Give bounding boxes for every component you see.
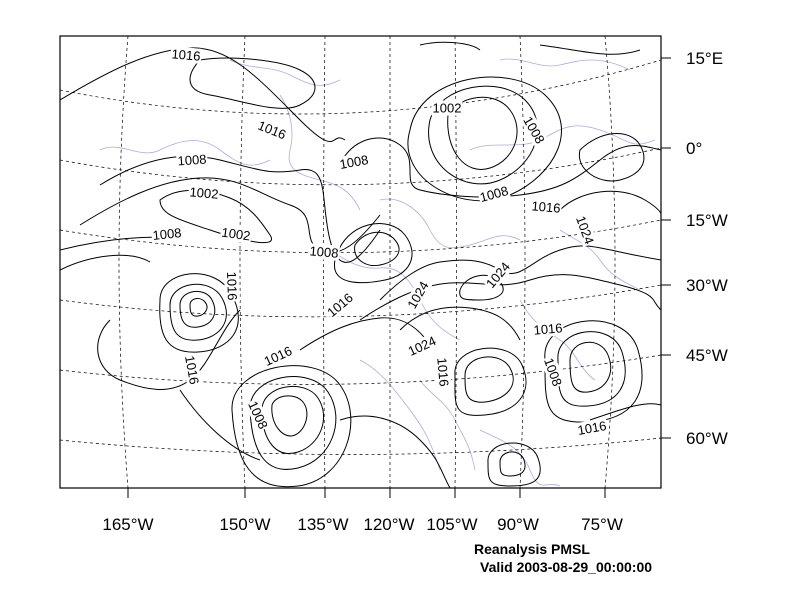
svg-text:1008: 1008 (309, 243, 339, 260)
svg-text:1008: 1008 (338, 152, 369, 172)
svg-text:1024: 1024 (406, 333, 439, 359)
contour-label: 1016 (254, 117, 290, 143)
contour-label: 1016 (223, 270, 241, 302)
contour-label: 1008 (477, 182, 511, 206)
x-tick-label: 135°W (297, 515, 348, 534)
svg-text:1016: 1016 (533, 320, 563, 337)
x-tick-label: 165°W (102, 515, 153, 534)
svg-text:1016: 1016 (182, 354, 202, 385)
svg-text:1008: 1008 (152, 225, 182, 243)
contour-label: 1016 (529, 198, 563, 216)
svg-text:1008: 1008 (478, 183, 510, 205)
contour-label: 1002 (187, 184, 221, 202)
svg-text:1016: 1016 (531, 198, 561, 215)
x-tick-label: 105°W (426, 515, 477, 534)
y-tick-label: 15°E (686, 49, 723, 68)
valid-time-label: Valid 2003-08-29_00:00:00 (480, 559, 653, 575)
contour-label: 1016 (434, 355, 452, 389)
graticule (60, 36, 661, 488)
svg-text:1002: 1002 (433, 101, 462, 116)
product-label: Reanalysis PMSL (474, 541, 590, 557)
svg-text:1016: 1016 (434, 357, 451, 387)
contour-label: 1024 (403, 277, 433, 313)
svg-text:1008: 1008 (177, 152, 207, 169)
svg-text:1024: 1024 (573, 214, 597, 246)
x-tick-label: 120°W (363, 515, 414, 534)
y-tick-label: 30°W (686, 276, 728, 295)
svg-text:1002: 1002 (189, 184, 219, 201)
isobars (60, 41, 661, 488)
contour-label: 1024 (482, 258, 514, 292)
svg-text:1016: 1016 (262, 343, 295, 369)
contour-label: 1008 (307, 243, 341, 261)
contour-label: 1008 (519, 112, 549, 148)
contour-label: 1002 (219, 224, 253, 244)
y-axis (661, 57, 671, 439)
svg-text:1016: 1016 (224, 271, 240, 300)
contour-labels: 1016 1016 1008 1002 1008 1002 1002 1008 … (150, 46, 609, 439)
svg-text:1016: 1016 (171, 46, 201, 63)
y-tick-label: 45°W (686, 346, 728, 365)
contour-label: 1024 (572, 212, 598, 248)
contour-label: 1016 (169, 46, 203, 64)
x-axis-labels: 165°W 150°W 135°W 120°W 105°W 90°W 75°W (102, 515, 622, 534)
x-tick-label: 150°W (219, 515, 270, 534)
contour-label: 1016 (575, 417, 609, 439)
coastlines (99, 58, 656, 487)
x-tick-label: 90°W (497, 515, 539, 534)
y-tick-label: 0° (686, 139, 702, 158)
x-tick-label: 75°W (581, 515, 623, 534)
x-axis (127, 488, 606, 498)
contour-label: 1016 (181, 353, 203, 387)
y-tick-label: 60°W (686, 429, 728, 448)
map-frame (59, 35, 662, 489)
contour-label: 1016 (531, 320, 565, 338)
svg-text:1016: 1016 (256, 118, 288, 143)
y-axis-labels: 15°E 0° 15°W 30°W 45°W 60°W (686, 49, 728, 448)
contour-label: 1008 (150, 224, 184, 244)
contour-label: 1016 (323, 289, 357, 321)
contour-label: 1024 (404, 332, 440, 360)
svg-text:1002: 1002 (221, 225, 252, 244)
svg-text:1016: 1016 (576, 418, 607, 438)
contour-label: 1008 (337, 151, 371, 173)
contour-label: 1002 (431, 100, 463, 116)
contour-label: 1008 (540, 354, 566, 390)
svg-text:1008: 1008 (245, 399, 271, 432)
contour-label: 1008 (176, 151, 208, 169)
contour-label: 1008 (244, 397, 272, 433)
y-tick-label: 15°W (686, 211, 728, 230)
